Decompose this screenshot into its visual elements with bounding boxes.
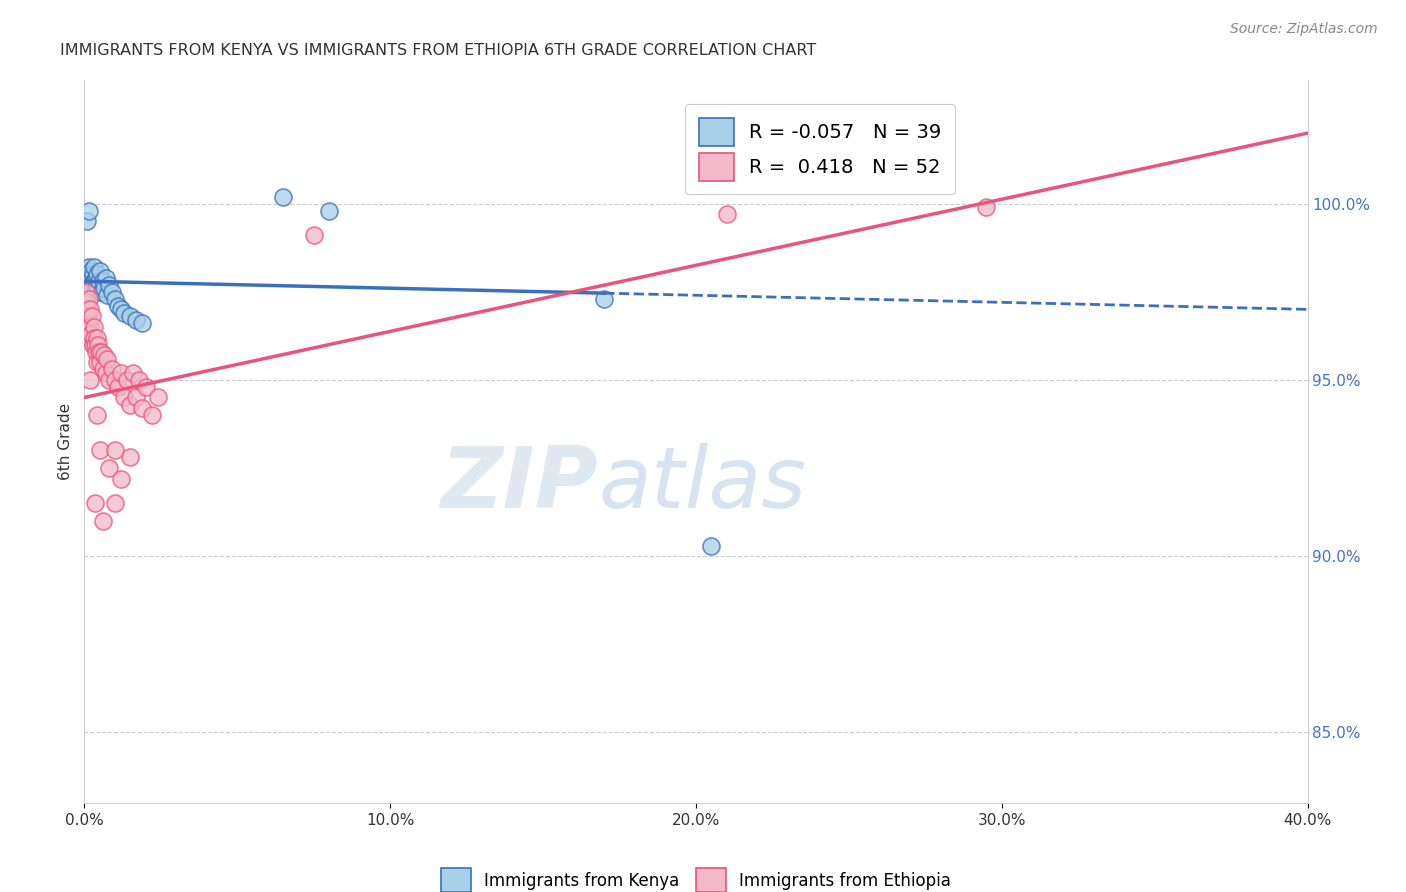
Point bbox=[104, 496, 127, 510]
Point bbox=[84, 270, 107, 285]
Point bbox=[125, 313, 148, 327]
Text: ZIP: ZIP bbox=[440, 443, 598, 526]
Point bbox=[146, 391, 169, 405]
Point bbox=[93, 281, 115, 295]
Point bbox=[112, 391, 135, 405]
Point bbox=[104, 292, 127, 306]
Point bbox=[79, 277, 101, 292]
Point bbox=[131, 317, 153, 331]
Point bbox=[79, 373, 101, 387]
Point bbox=[112, 306, 135, 320]
Point bbox=[80, 281, 103, 295]
Point bbox=[76, 274, 98, 288]
Point bbox=[115, 373, 138, 387]
Point bbox=[122, 366, 145, 380]
Point bbox=[84, 285, 107, 299]
Point bbox=[76, 214, 98, 228]
Point bbox=[77, 203, 100, 218]
Point bbox=[91, 362, 114, 376]
Point bbox=[82, 267, 104, 281]
Point bbox=[97, 277, 120, 292]
Point bbox=[89, 443, 111, 458]
Legend: Immigrants from Kenya, Immigrants from Ethiopia: Immigrants from Kenya, Immigrants from E… bbox=[434, 862, 957, 892]
Point bbox=[77, 292, 100, 306]
Point bbox=[141, 408, 163, 422]
Point bbox=[128, 373, 150, 387]
Point bbox=[79, 320, 101, 334]
Point bbox=[87, 344, 110, 359]
Point bbox=[87, 281, 110, 295]
Point bbox=[96, 351, 118, 366]
Point bbox=[97, 373, 120, 387]
Point bbox=[83, 330, 105, 344]
Text: Source: ZipAtlas.com: Source: ZipAtlas.com bbox=[1230, 22, 1378, 37]
Point bbox=[110, 302, 132, 317]
Point bbox=[80, 326, 103, 341]
Text: IMMIGRANTS FROM KENYA VS IMMIGRANTS FROM ETHIOPIA 6TH GRADE CORRELATION CHART: IMMIGRANTS FROM KENYA VS IMMIGRANTS FROM… bbox=[60, 44, 815, 58]
Point bbox=[83, 274, 105, 288]
Point bbox=[131, 401, 153, 415]
Point bbox=[318, 203, 340, 218]
Point bbox=[86, 355, 108, 369]
Point bbox=[107, 299, 129, 313]
Point bbox=[86, 267, 108, 281]
Point bbox=[77, 260, 100, 274]
Point bbox=[86, 408, 108, 422]
Point bbox=[84, 337, 107, 351]
Point bbox=[82, 337, 104, 351]
Point bbox=[96, 288, 118, 302]
Point bbox=[976, 200, 998, 214]
Point bbox=[120, 310, 142, 324]
Point bbox=[84, 496, 107, 510]
Point bbox=[75, 285, 97, 299]
Point bbox=[80, 310, 103, 324]
Point bbox=[716, 207, 738, 221]
Point bbox=[110, 366, 132, 380]
Point bbox=[83, 320, 105, 334]
Point bbox=[107, 380, 129, 394]
Point bbox=[89, 355, 111, 369]
Point bbox=[135, 380, 157, 394]
Point bbox=[79, 270, 101, 285]
Point bbox=[83, 260, 105, 274]
Point bbox=[76, 295, 98, 310]
Point bbox=[87, 274, 110, 288]
Point bbox=[125, 391, 148, 405]
Point bbox=[84, 344, 107, 359]
Point bbox=[91, 514, 114, 528]
Point bbox=[302, 228, 325, 243]
Point bbox=[87, 337, 110, 351]
Point bbox=[80, 263, 103, 277]
Point bbox=[90, 344, 112, 359]
Point bbox=[104, 373, 127, 387]
Point bbox=[79, 302, 101, 317]
Y-axis label: 6th Grade: 6th Grade bbox=[58, 403, 73, 480]
Point bbox=[93, 348, 115, 362]
Text: atlas: atlas bbox=[598, 443, 806, 526]
Point bbox=[101, 362, 124, 376]
Point bbox=[271, 189, 294, 203]
Point bbox=[101, 285, 124, 299]
Point bbox=[86, 277, 108, 292]
Point bbox=[110, 471, 132, 485]
Point bbox=[700, 539, 723, 553]
Point bbox=[76, 263, 98, 277]
Point bbox=[76, 302, 98, 317]
Point bbox=[89, 263, 111, 277]
Point bbox=[77, 310, 100, 324]
Point bbox=[86, 330, 108, 344]
Point bbox=[120, 398, 142, 412]
Point bbox=[120, 450, 142, 465]
Point bbox=[75, 270, 97, 285]
Point bbox=[91, 274, 114, 288]
Point bbox=[97, 461, 120, 475]
Point bbox=[94, 366, 117, 380]
Point bbox=[104, 443, 127, 458]
Point bbox=[94, 270, 117, 285]
Point bbox=[90, 285, 112, 299]
Point bbox=[77, 267, 100, 281]
Point bbox=[593, 292, 616, 306]
